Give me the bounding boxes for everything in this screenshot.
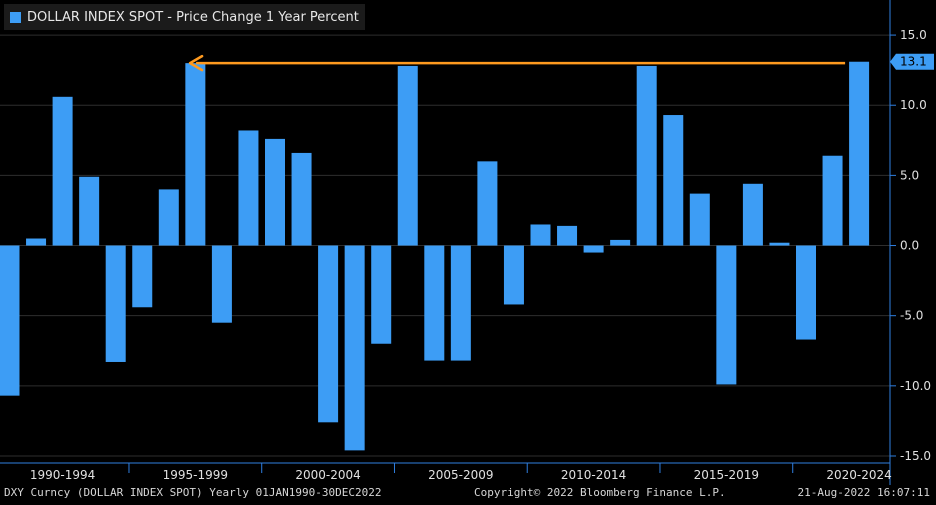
x-group-label: 1990-1994 xyxy=(30,468,95,482)
legend-label: DOLLAR INDEX SPOT - Price Change 1 Year … xyxy=(27,9,359,25)
x-group-label: 2010-2014 xyxy=(561,468,626,482)
bar xyxy=(291,152,312,246)
bar xyxy=(796,245,816,340)
bar xyxy=(503,245,524,305)
y-tick-label: -5.0 xyxy=(900,309,923,323)
x-group-label: 2015-2019 xyxy=(694,468,759,482)
footer-copyright: Copyright© 2022 Bloomberg Finance L.P. xyxy=(474,486,726,499)
bar xyxy=(424,245,445,361)
x-group-label: 2020-2024 xyxy=(826,468,891,482)
y-tick-label: -10.0 xyxy=(900,379,931,393)
bar xyxy=(185,63,206,246)
bar xyxy=(450,245,471,361)
y-tick-label: -15.0 xyxy=(900,449,931,463)
y-tick-label: 0.0 xyxy=(900,239,919,253)
bar xyxy=(132,245,153,308)
bar xyxy=(344,245,365,451)
bar xyxy=(849,61,870,246)
bar xyxy=(716,245,737,385)
annotation-arrow-head xyxy=(188,54,204,72)
bar xyxy=(371,245,392,344)
bar xyxy=(238,130,259,246)
bar xyxy=(158,189,179,246)
bar xyxy=(26,238,47,246)
bar xyxy=(397,65,418,246)
bar xyxy=(663,115,684,246)
x-group-label: 1995-1999 xyxy=(163,468,228,482)
bar xyxy=(742,183,763,246)
bar xyxy=(557,225,578,246)
bar xyxy=(610,239,631,246)
x-group-label: 2005-2009 xyxy=(428,468,493,482)
bar xyxy=(822,155,843,246)
last-value-label: 13.1 xyxy=(900,55,927,69)
bar xyxy=(530,224,551,246)
bar xyxy=(636,65,657,246)
bar xyxy=(318,245,339,423)
bar xyxy=(211,245,232,323)
bar xyxy=(265,138,285,246)
footer-timestamp: 21-Aug-2022 16:07:11 xyxy=(797,486,930,499)
legend-swatch xyxy=(10,11,21,23)
y-tick-label: 15.0 xyxy=(900,28,927,42)
bar xyxy=(689,193,710,246)
bar xyxy=(0,245,20,396)
bar xyxy=(583,245,604,253)
y-tick-label: 10.0 xyxy=(900,98,927,112)
y-tick-label: 5.0 xyxy=(900,168,919,182)
bar xyxy=(769,242,790,246)
footer: DXY Curncy (DOLLAR INDEX SPOT) Yearly 01… xyxy=(0,485,936,501)
x-group-label: 2000-2004 xyxy=(295,468,360,482)
last-value-badge xyxy=(890,53,934,70)
bar xyxy=(52,96,73,246)
bar xyxy=(105,245,126,362)
footer-ticker-range: DXY Curncy (DOLLAR INDEX SPOT) Yearly 01… xyxy=(4,486,382,499)
legend: DOLLAR INDEX SPOT - Price Change 1 Year … xyxy=(4,4,365,30)
bar xyxy=(79,176,100,246)
bar xyxy=(477,161,498,246)
